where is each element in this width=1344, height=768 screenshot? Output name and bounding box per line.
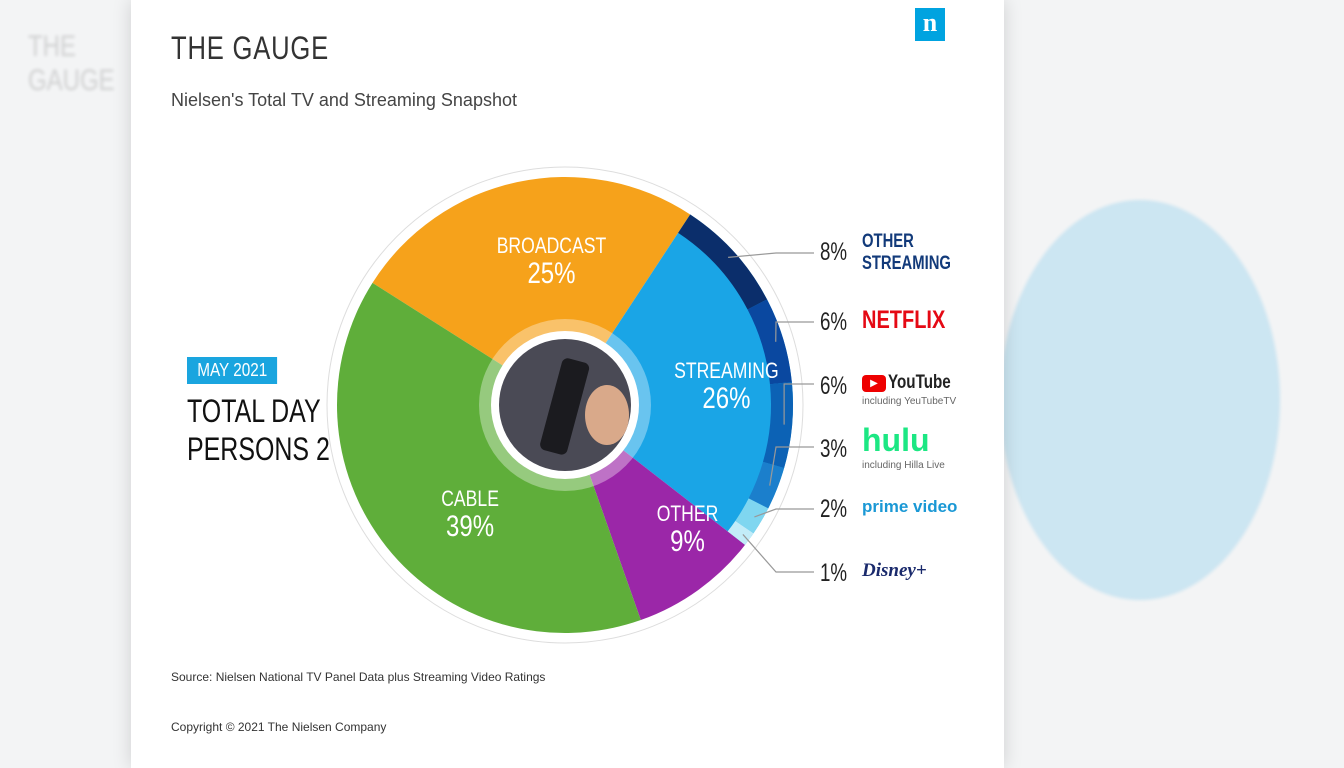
youtube-note: including YeuTubeTV <box>862 396 957 407</box>
label-other: OTHER 9% <box>656 501 719 558</box>
page-subtitle: Nielsen's Total TV and Streaming Snapsho… <box>171 90 517 110</box>
leader-line <box>754 508 814 518</box>
slice-streaming <box>565 214 794 545</box>
pie-chart <box>326 166 814 644</box>
leader-line <box>769 446 814 486</box>
leader-line <box>775 321 814 342</box>
hulu-note: including Hilla Live <box>862 460 945 471</box>
audience-label: TOTAL DAY PERSONS 2+ <box>187 392 344 468</box>
source-note: Source: Nielsen National TV Panel Data p… <box>171 670 546 684</box>
pct-prime: 2% <box>820 495 848 523</box>
hulu-logo: hulu <box>862 422 930 458</box>
copyright: Copyright © 2021 The Nielsen Company <box>171 720 387 734</box>
ghost-title: THE GAUGE <box>28 30 115 97</box>
leader-line <box>783 383 814 425</box>
leader-line <box>742 534 814 573</box>
ring-segment-netflix <box>747 299 792 385</box>
period-badge: MAY 2021 <box>187 357 278 384</box>
label-streaming: STREAMING 26% <box>674 358 779 415</box>
label-cable: CABLE 39% <box>441 486 499 543</box>
audience-line-1: TOTAL DAY <box>187 393 321 429</box>
remote-icon <box>540 358 590 455</box>
page-title: THE GAUGE <box>171 30 329 66</box>
ring-segment-prime-video <box>735 498 769 534</box>
slice-cable <box>337 282 641 633</box>
netflix-logo: NETFLIX <box>862 306 946 334</box>
prime-video-logo: prime video <box>862 497 958 516</box>
infographic-card: THE GAUGE Nielsen's Total TV and Streami… <box>131 0 1004 768</box>
slice-broadcast <box>372 176 691 405</box>
ring-segment-other-streaming <box>678 214 768 310</box>
leader-line <box>728 252 814 258</box>
label-broadcast: BROADCAST 25% <box>496 233 607 290</box>
pct-other-streaming: 8% <box>820 238 848 266</box>
ring-segment-hulu <box>748 461 785 509</box>
pct-youtube: 6% <box>820 372 848 400</box>
disney-plus-logo: Disney+ <box>862 560 927 581</box>
hand-icon <box>585 385 629 445</box>
pct-netflix: 6% <box>820 308 848 336</box>
brand-other-streaming: OTHER STREAMING <box>862 231 951 274</box>
nielsen-logo: n <box>915 8 945 41</box>
pct-disney: 1% <box>820 559 848 587</box>
youtube-logo: YouTube <box>888 372 951 393</box>
youtube-play-icon: ▶ <box>862 375 886 392</box>
audience-line-2: PERSONS 2+ <box>187 431 345 467</box>
pct-hulu: 3% <box>820 435 848 463</box>
